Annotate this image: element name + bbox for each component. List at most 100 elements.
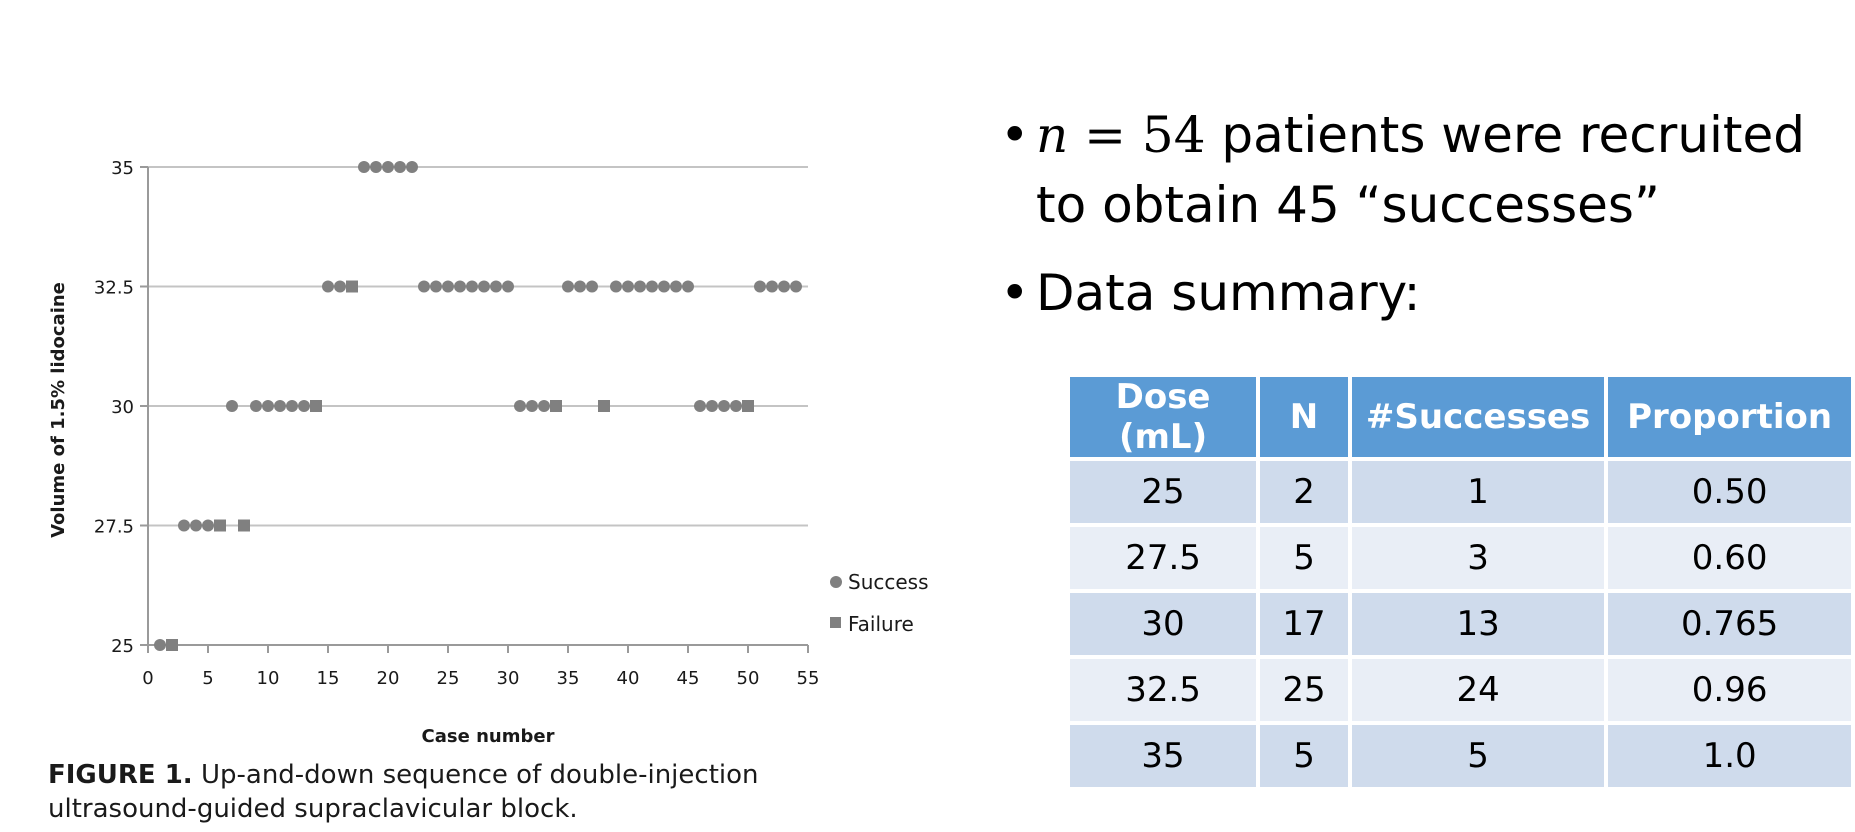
success-point <box>466 280 478 293</box>
success-point <box>646 280 658 293</box>
cell-successes: 13 <box>1351 593 1605 655</box>
x-tick-label: 10 <box>257 668 280 689</box>
cell-successes: 5 <box>1351 725 1605 787</box>
failure-point <box>166 639 178 651</box>
x-tick-label: 55 <box>797 668 820 689</box>
axis-ticks: 25 27.5 30 32.5 35 0 5 10 15 20 25 30 35 40 45 50 55 <box>94 158 820 689</box>
table-row: 27.5 5 3 0.60 <box>1070 527 1851 589</box>
success-point <box>154 639 166 651</box>
figure-caption-label: FIGURE 1. <box>48 760 193 790</box>
x-tick-label: 30 <box>497 668 520 689</box>
failure-point <box>214 519 226 532</box>
x-tick-label: 45 <box>677 668 700 689</box>
success-point <box>190 519 202 532</box>
y-tick-label: 30 <box>111 397 134 418</box>
success-point <box>322 280 334 293</box>
header-dose: Dose (mL) <box>1070 377 1257 457</box>
success-point <box>262 400 274 412</box>
x-tick-label: 20 <box>377 668 400 689</box>
success-point <box>226 400 238 412</box>
math-equals-54: = 54 <box>1068 106 1206 164</box>
cell-n: 25 <box>1260 659 1348 721</box>
cell-dose: 27.5 <box>1070 527 1257 589</box>
cell-proportion: 0.765 <box>1608 593 1851 655</box>
figure-caption: FIGURE 1. Up-and-down sequence of double… <box>48 758 848 826</box>
cell-dose: 25 <box>1070 461 1257 523</box>
bullet-recruitment: n = 54 patients were recruited to obtain… <box>1000 100 1855 240</box>
success-point <box>706 400 718 412</box>
x-tick-label: 25 <box>437 668 460 689</box>
failure-point <box>550 400 562 412</box>
cell-successes: 24 <box>1351 659 1605 721</box>
bullet-recruitment-text: patients were recruited to obtain 45 “su… <box>1036 106 1806 234</box>
legend-failure-label: Failure <box>848 612 914 636</box>
figure-caption-line1: Up-and-down sequence of double-injection <box>200 760 759 790</box>
failure-point <box>310 400 322 412</box>
cell-dose: 35 <box>1070 725 1257 787</box>
success-point <box>502 280 514 293</box>
success-point <box>178 519 190 532</box>
cell-dose: 32.5 <box>1070 659 1257 721</box>
success-point <box>682 280 694 293</box>
x-axis-title: Case number <box>422 726 555 747</box>
success-point <box>526 400 538 412</box>
x-tick-label: 5 <box>202 668 213 689</box>
math-variable-n: n <box>1036 106 1069 164</box>
legend-success-label: Success <box>848 570 929 594</box>
success-point <box>478 280 490 293</box>
success-point <box>418 280 430 293</box>
success-point <box>286 400 298 412</box>
y-axis-title: Volume of 1.5% lidocaine <box>48 282 69 538</box>
failure-point <box>238 519 250 532</box>
success-point <box>574 280 586 293</box>
table-row: 35 5 5 1.0 <box>1070 725 1851 787</box>
success-point <box>250 400 262 412</box>
y-tick-label: 25 <box>111 636 134 657</box>
cell-proportion: 1.0 <box>1608 725 1851 787</box>
success-point <box>490 280 502 293</box>
success-point <box>394 161 406 173</box>
success-point <box>562 280 574 293</box>
header-successes: #Successes <box>1351 377 1605 457</box>
bullet-data-summary: Data summary: <box>1000 258 1855 328</box>
success-point <box>622 280 634 293</box>
cell-successes: 1 <box>1351 461 1605 523</box>
data-summary-table: Dose (mL) N #Successes Proportion 25 2 1… <box>1066 373 1855 791</box>
success-point <box>274 400 286 412</box>
cell-n: 5 <box>1260 725 1348 787</box>
cell-proportion: 0.50 <box>1608 461 1851 523</box>
success-point <box>754 280 766 293</box>
success-point <box>202 519 214 532</box>
cell-n: 5 <box>1260 527 1348 589</box>
success-point <box>766 280 778 293</box>
cell-proportion: 0.60 <box>1608 527 1851 589</box>
x-tick-label: 50 <box>737 668 760 689</box>
legend: Success Failure <box>830 570 929 636</box>
success-point <box>358 161 370 173</box>
bullet-data-summary-text: Data summary: <box>1036 264 1421 322</box>
x-tick-label: 40 <box>617 668 640 689</box>
cell-dose: 30 <box>1070 593 1257 655</box>
failure-point <box>346 280 358 293</box>
cell-proportion: 0.96 <box>1608 659 1851 721</box>
cell-n: 17 <box>1260 593 1348 655</box>
success-point <box>778 280 790 293</box>
failure-point <box>598 400 610 412</box>
table-row: 25 2 1 0.50 <box>1070 461 1851 523</box>
header-n: N <box>1260 377 1348 457</box>
header-proportion: Proportion <box>1608 377 1851 457</box>
success-point <box>610 280 622 293</box>
cell-successes: 3 <box>1351 527 1605 589</box>
figure-caption-line2: ultrasound-guided supraclavicular block. <box>48 794 578 824</box>
scatter-chart: 25 27.5 30 32.5 35 0 5 10 15 20 25 30 35 40 45 50 55 Cas… <box>48 158 929 747</box>
x-tick-label: 15 <box>317 668 340 689</box>
success-point <box>406 161 418 173</box>
y-tick-label: 35 <box>111 158 134 179</box>
bullet-list: n = 54 patients were recruited to obtain… <box>1000 100 1855 328</box>
success-point <box>454 280 466 293</box>
y-tick-label: 27.5 <box>94 517 134 538</box>
success-point <box>718 400 730 412</box>
success-point <box>370 161 382 173</box>
success-point <box>442 280 454 293</box>
success-point <box>670 280 682 293</box>
